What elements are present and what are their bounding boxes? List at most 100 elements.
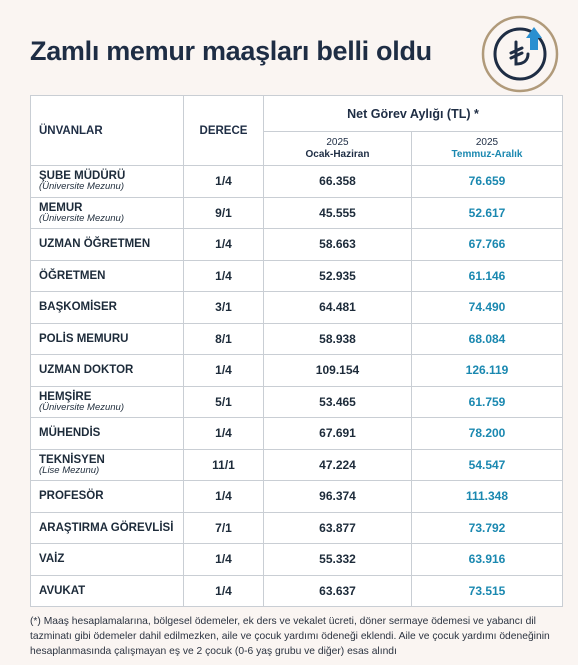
salary-a: 109.154 <box>263 354 412 387</box>
row-note: (Lise Mezunu) <box>39 464 100 476</box>
table-row: ARAŞTIRMA GÖREVLİSİ 7/1 63.877 73.792 <box>30 511 564 544</box>
title-cell: BAŞKOMİSER <box>30 291 184 324</box>
grade-cell: 1/4 <box>183 574 264 607</box>
salary-a: 63.637 <box>263 574 412 607</box>
table-body: ŞUBE MÜDÜRÜ (Üniversite Mezunu) 1/4 66.358 7… <box>30 165 564 607</box>
table-row: HEMŞİRE (Üniversite Mezunu) 5/1 53.465 61.75… <box>30 385 564 418</box>
salary-a: 63.877 <box>263 511 412 544</box>
title-cell: ARAŞTIRMA GÖREVLİSİ <box>30 511 184 544</box>
grade-cell: 1/4 <box>183 417 264 450</box>
row-title: MEMUR <box>39 201 83 214</box>
row-title: ÖĞRETMEN <box>39 269 106 282</box>
row-title: BAŞKOMİSER <box>39 301 117 314</box>
row-title: TEKNİSYEN <box>39 453 105 466</box>
salary-b: 76.659 <box>410 165 564 198</box>
salary-a: 53.465 <box>263 385 412 418</box>
col-a-year: 2025 <box>326 136 349 148</box>
title-cell: PROFESÖR <box>30 480 184 513</box>
grade-cell: 5/1 <box>183 385 264 418</box>
salary-a: 45.555 <box>263 196 412 229</box>
salary-b: 54.547 <box>410 448 564 481</box>
title-cell: MÜHENDİS <box>30 417 184 450</box>
row-title: ŞUBE MÜDÜRÜ <box>39 170 126 183</box>
table-row: PROFESÖR 1/4 96.374 111.348 <box>30 480 564 513</box>
row-title: VAİZ <box>39 553 65 566</box>
salary-a: 55.332 <box>263 543 412 576</box>
row-note: (Üniversite Mezunu) <box>39 181 124 193</box>
title-cell: AVUKAT <box>30 574 184 607</box>
table-row: UZMAN ÖĞRETMEN 1/4 58.663 67.766 <box>30 228 564 261</box>
row-title: MÜHENDİS <box>39 427 101 440</box>
row-title: UZMAN DOKTOR <box>39 364 134 377</box>
grade-cell: 1/4 <box>183 480 264 513</box>
row-title: POLİS MEMURU <box>39 332 129 345</box>
title-cell: UZMAN DOKTOR <box>30 354 184 387</box>
salary-table: ÜNVANLAR DERECE Net Görev Aylığı (TL) * … <box>30 95 564 607</box>
row-title: PROFESÖR <box>39 490 104 503</box>
table-row: AVUKAT 1/4 63.637 73.515 <box>30 574 564 607</box>
grade-cell: 9/1 <box>183 196 264 229</box>
table-row: VAİZ 1/4 55.332 63.916 <box>30 543 564 576</box>
grade-cell: 1/4 <box>183 543 264 576</box>
salary-a: 47.224 <box>263 448 412 481</box>
table-row: MÜHENDİS 1/4 67.691 78.200 <box>30 417 564 450</box>
footnote: (*) Maaş hesaplamalarına, bölgesel ödeme… <box>30 616 550 657</box>
col-a: 2025 Ocak-Haziran <box>263 131 412 166</box>
table-row: ŞUBE MÜDÜRÜ (Üniversite Mezunu) 1/4 66.358 7… <box>30 165 564 198</box>
salary-a: 64.481 <box>263 291 412 324</box>
salary-a: 52.935 <box>263 259 412 292</box>
grade-cell: 11/1 <box>183 448 264 481</box>
row-title: ARAŞTIRMA GÖREVLİSİ <box>39 521 174 534</box>
row-title: HEMŞİRE <box>39 390 92 403</box>
row-note: (Üniversite Mezunu) <box>39 212 124 224</box>
grade-cell: 8/1 <box>183 322 264 355</box>
lira-icon <box>481 15 559 93</box>
col-b-year: 2025 <box>475 136 499 148</box>
col-group: Net Görev Aylığı (TL) * <box>262 95 564 132</box>
grade-cell: 3/1 <box>183 291 264 324</box>
salary-b: 74.490 <box>410 291 564 324</box>
grade-cell: 1/4 <box>183 165 264 198</box>
salary-b: 61.759 <box>410 385 564 418</box>
salary-b: 111.348 <box>410 480 564 513</box>
table-row: UZMAN DOKTOR 1/4 109.154 126.119 <box>30 354 564 387</box>
salary-b: 126.119 <box>410 354 564 387</box>
title: Zamlı memur maaşları belli oldu <box>30 36 432 66</box>
salary-a: 96.374 <box>263 480 412 513</box>
col-b: 2025 Temmuz-Aralık <box>410 131 564 166</box>
row-title: UZMAN ÖĞRETMEN <box>39 238 151 251</box>
salary-b: 73.792 <box>410 511 564 544</box>
salary-b: 68.084 <box>410 322 564 355</box>
row-note: (Üniversite Mezunu) <box>39 401 124 413</box>
table-row: BAŞKOMİSER 3/1 64.481 74.490 <box>30 291 564 324</box>
grade-cell: 7/1 <box>183 511 264 544</box>
title-cell: TEKNİSYEN (Lise Mezunu) <box>30 448 184 481</box>
salary-a: 58.663 <box>263 228 412 261</box>
grade-cell: 1/4 <box>183 228 264 261</box>
grade-cell: 1/4 <box>183 259 264 292</box>
table-row: MEMUR (Üniversite Mezunu) 9/1 45.555 52.617 <box>30 196 564 229</box>
grade-cell: 1/4 <box>183 354 264 387</box>
salary-b: 52.617 <box>410 196 564 229</box>
table-head: ÜNVANLAR DERECE Net Görev Aylığı (TL) * … <box>30 95 564 166</box>
title-cell: ÖĞRETMEN <box>30 259 184 292</box>
title-cell: UZMAN ÖĞRETMEN <box>30 228 184 261</box>
title-cell: HEMŞİRE (Üniversite Mezunu) <box>30 385 184 418</box>
col-b-period: Temmuz-Aralık <box>451 148 523 160</box>
salary-b: 78.200 <box>410 417 564 450</box>
salary-b: 61.146 <box>410 259 564 292</box>
col-title: ÜNVANLAR <box>30 95 184 166</box>
col-a-period: Ocak-Haziran <box>305 148 370 160</box>
salary-b: 67.766 <box>410 228 564 261</box>
title-cell: ŞUBE MÜDÜRÜ (Üniversite Mezunu) <box>30 165 184 198</box>
table-row: TEKNİSYEN (Lise Mezunu) 11/1 47.224 54.547 <box>30 448 564 481</box>
salary-a: 66.358 <box>263 165 412 198</box>
salary-a: 58.938 <box>263 322 412 355</box>
table-row: POLİS MEMURU 8/1 58.938 68.084 <box>30 322 564 355</box>
salary-a: 67.691 <box>263 417 412 450</box>
title-cell: VAİZ <box>30 543 184 576</box>
title-cell: MEMUR (Üniversite Mezunu) <box>30 196 184 229</box>
title-cell: POLİS MEMURU <box>30 322 184 355</box>
